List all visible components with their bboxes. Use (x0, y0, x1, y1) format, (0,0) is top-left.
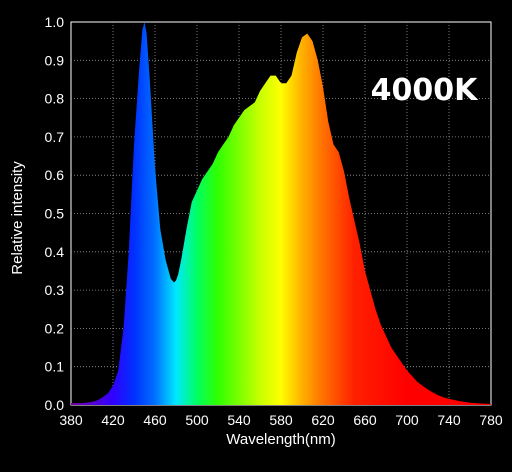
y-tick-label: 0.4 (45, 244, 65, 260)
x-tick-label: 420 (101, 412, 125, 428)
x-tick-label: 700 (395, 412, 419, 428)
x-tick-label: 540 (227, 412, 251, 428)
x-tick-label: 460 (143, 412, 167, 428)
y-tick-label: 0.2 (45, 320, 65, 336)
x-tick-label: 500 (185, 412, 209, 428)
y-axis-label: Relative intensity (9, 161, 26, 275)
y-tick-label: 1.0 (45, 14, 65, 30)
y-tick-label: 0.0 (45, 397, 65, 413)
y-tick-label: 0.3 (45, 282, 65, 298)
x-tick-label: 740 (437, 412, 461, 428)
x-tick-label: 380 (59, 412, 83, 428)
x-tick-label: 660 (353, 412, 377, 428)
x-tick-label: 780 (479, 412, 503, 428)
x-axis-label: Wavelength(nm) (226, 431, 335, 448)
y-tick-label: 0.7 (45, 129, 65, 145)
y-tick-label: 0.6 (45, 167, 65, 183)
x-tick-label: 620 (311, 412, 335, 428)
x-tick-labels: 380 420 460 500 540 580 620 660 700 740 780 (59, 412, 503, 428)
x-tick-label: 580 (269, 412, 293, 428)
spectrum-area (71, 22, 491, 405)
y-tick-label: 0.1 (45, 359, 65, 375)
y-tick-label: 0.9 (45, 52, 65, 68)
y-tick-label: 0.5 (45, 206, 65, 222)
cct-annotation: 4000K (371, 73, 479, 108)
y-tick-label: 0.8 (45, 91, 65, 107)
y-tick-labels: 0.0 0.1 0.2 0.3 0.4 0.5 0.6 0.7 0.8 0.9 1.0 (45, 14, 65, 413)
